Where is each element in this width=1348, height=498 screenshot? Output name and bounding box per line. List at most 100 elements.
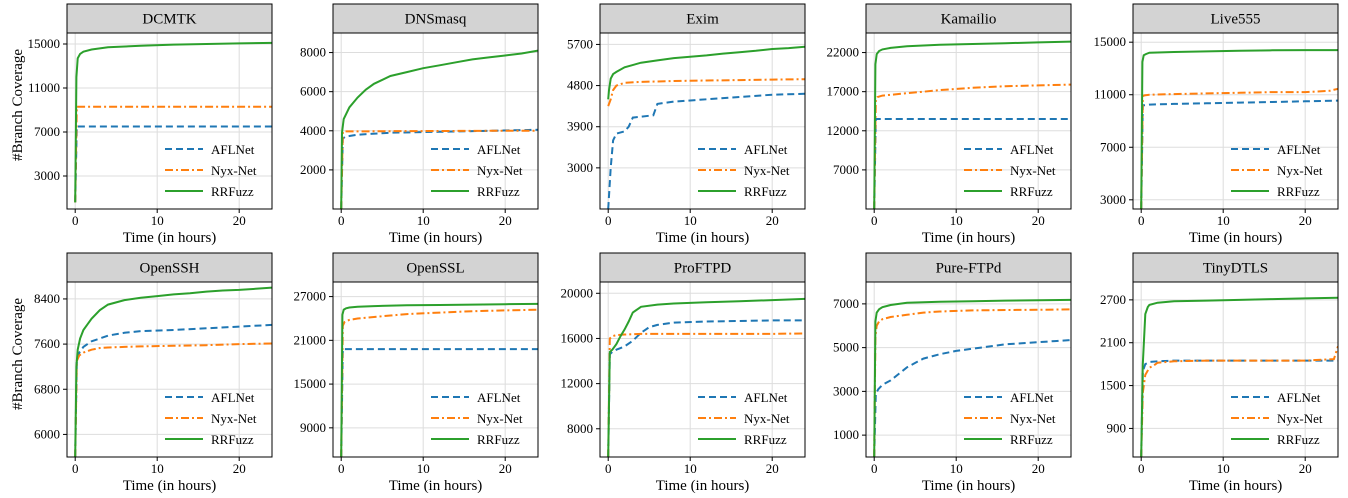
legend-label-nyx-net: Nyx-Net: [211, 411, 257, 426]
x-tick-label: 20: [499, 213, 512, 228]
series-line-nyx-net: [340, 129, 538, 209]
y-axis-label-bottom: #Branch Coverage: [10, 298, 26, 410]
legend-label-rrfuzz: RRFuzz: [1010, 184, 1053, 199]
y-axis-label-top: #Branch Coverage: [10, 49, 26, 161]
legend-label-nyx-net: Nyx-Net: [1277, 411, 1323, 426]
x-tick-label: 20: [1299, 461, 1312, 476]
x-axis-label: Time (in hours): [1189, 230, 1283, 246]
legend-label-aflnet: AFLNet: [744, 142, 788, 157]
x-tick-label: 10: [684, 461, 697, 476]
y-tick-label: 3000: [833, 383, 859, 398]
panel-exim: Exim 0 10 20 3000 3900 4800 5700 Time (in hours)…: [567, 3, 806, 246]
x-tick-label: 20: [233, 213, 246, 228]
plot-frame: [66, 32, 273, 210]
legend-label-nyx-net: Nyx-Net: [1010, 411, 1056, 426]
panel-title: TinyDTLS: [1203, 261, 1268, 277]
legend-label-nyx-net: Nyx-Net: [477, 411, 523, 426]
x-axis-label: Time (in hours): [389, 478, 483, 494]
y-tick-label: 2000: [300, 162, 326, 177]
y-tick-label: 3000: [1100, 192, 1126, 207]
series-line-aflnet: [873, 339, 1071, 457]
y-tick-label: 2100: [1100, 335, 1126, 350]
y-tick-label: 8400: [34, 291, 60, 306]
x-tick-label: 0: [72, 461, 79, 476]
series-line-aflnet: [74, 323, 272, 457]
panel-title: DCMTK: [142, 12, 196, 28]
legend-label-aflnet: AFLNet: [1010, 142, 1054, 157]
plot-frame: [332, 32, 539, 210]
legend-label-aflnet: AFLNet: [1010, 390, 1054, 405]
series-line-nyx-net: [607, 332, 805, 457]
series-line-rrfuzz: [873, 298, 1071, 457]
panel-title-strip: [599, 3, 806, 34]
x-tick-label: 0: [871, 461, 878, 476]
x-axis-label: Time (in hours): [922, 230, 1016, 246]
legend-label-rrfuzz: RRFuzz: [477, 432, 520, 447]
x-tick-label: 0: [1138, 213, 1145, 228]
y-tick-label: 15000: [1094, 34, 1127, 49]
y-tick-label: 15000: [294, 376, 327, 391]
series-line-rrfuzz: [607, 45, 805, 100]
x-tick-label: 20: [1299, 213, 1312, 228]
x-tick-label: 20: [499, 461, 512, 476]
legend-label-aflnet: AFLNet: [744, 390, 788, 405]
x-tick-label: 0: [338, 213, 345, 228]
y-tick-label: 22000: [827, 45, 860, 60]
legend-label-nyx-net: Nyx-Net: [1010, 163, 1056, 178]
x-axis-label: Time (in hours): [922, 478, 1016, 494]
y-tick-label: 8000: [567, 421, 593, 436]
y-tick-label: 3900: [567, 119, 593, 134]
series-line-nyx-net: [340, 308, 538, 457]
legend-label-aflnet: AFLNet: [1277, 390, 1321, 405]
x-tick-label: 0: [605, 213, 612, 228]
y-tick-label: 20000: [561, 285, 594, 300]
legend-label-nyx-net: Nyx-Net: [477, 163, 523, 178]
y-tick-label: 21000: [294, 332, 327, 347]
plot-frame: [332, 281, 539, 458]
y-tick-label: 11000: [28, 80, 60, 95]
y-tick-label: 3000: [567, 160, 593, 175]
y-tick-label: 17000: [827, 84, 860, 99]
plot-frame: [865, 32, 1072, 210]
panel-title-strip: [1132, 252, 1339, 283]
series-line-rrfuzz: [340, 302, 538, 457]
x-tick-label: 0: [871, 213, 878, 228]
legend-label-aflnet: AFLNet: [211, 142, 255, 157]
y-tick-label: 6000: [300, 84, 326, 99]
y-tick-label: 2700: [1100, 292, 1126, 307]
y-tick-label: 9000: [300, 420, 326, 435]
legend-label-aflnet: AFLNet: [1277, 142, 1321, 157]
series-line-nyx-net: [74, 105, 272, 203]
panel-tinydtls: TinyDTLS 0 10 20 900 1500 2100 2700 Time (in hou…: [1100, 252, 1339, 494]
x-tick-label: 10: [417, 213, 430, 228]
x-tick-label: 10: [151, 461, 164, 476]
panel-title: OpenSSH: [139, 261, 199, 277]
plot-frame: [599, 281, 806, 458]
series-line-rrfuzz: [340, 49, 538, 209]
legend-label-rrfuzz: RRFuzz: [1010, 432, 1053, 447]
panel-openssh: OpenSSH 0 10 20 6000 6800 7600 8400 Time (in hou…: [34, 252, 273, 494]
y-tick-label: 7600: [34, 336, 60, 351]
x-axis-label: Time (in hours): [389, 230, 483, 246]
y-tick-label: 8000: [300, 45, 326, 60]
x-tick-label: 20: [1032, 461, 1045, 476]
y-tick-label: 1000: [833, 427, 859, 442]
legend-label-rrfuzz: RRFuzz: [477, 184, 520, 199]
series-line-rrfuzz: [1140, 49, 1338, 209]
y-tick-label: 900: [1107, 420, 1127, 435]
x-axis-label: Time (in hours): [123, 478, 217, 494]
panel-title: OpenSSL: [406, 261, 464, 277]
panel-kamailio: Kamailio 0 10 20 7000 12000 17000 22000 Time (in…: [827, 3, 1072, 246]
y-tick-label: 5000: [833, 340, 859, 355]
x-tick-label: 0: [1138, 461, 1145, 476]
x-tick-label: 10: [417, 461, 430, 476]
plot-frame: [865, 281, 1072, 458]
y-tick-label: 7000: [833, 162, 859, 177]
panel-title: ProFTPD: [674, 261, 732, 277]
series-line-rrfuzz: [1140, 296, 1338, 457]
panel-title: Pure-FTPd: [936, 261, 1002, 277]
series-line-rrfuzz: [873, 40, 1071, 209]
y-tick-label: 1500: [1100, 378, 1126, 393]
